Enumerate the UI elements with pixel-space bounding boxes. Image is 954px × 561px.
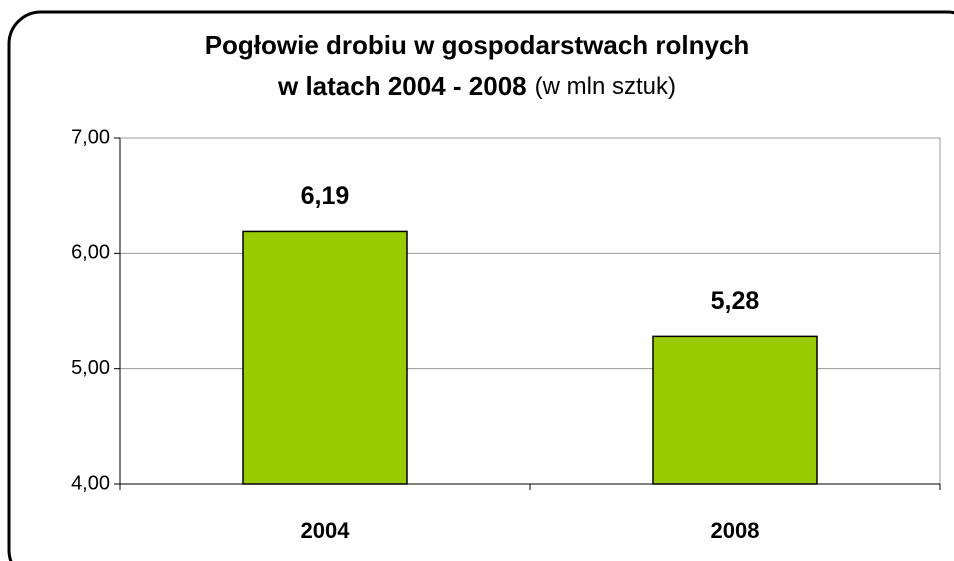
chart-frame (7, 10, 954, 561)
chart-title: w latach 2004 - 2008 (277, 71, 527, 101)
chart-subtitle: (w mln sztuk) (535, 73, 676, 100)
y-tick-label: 6,00 (71, 242, 110, 264)
y-tick-label: 5,00 (71, 357, 110, 379)
y-tick-label: 4,00 (71, 472, 110, 494)
bar (652, 335, 818, 485)
data-label: 6,19 (301, 182, 350, 210)
bar (242, 230, 408, 485)
y-tick-label: 7,00 (71, 126, 110, 148)
data-label: 5,28 (711, 287, 760, 315)
x-tick-label: 2008 (711, 518, 760, 543)
x-tick-label: 2004 (301, 518, 351, 543)
chart-title-line: w latach 2004 - 2008 (w mln sztuk) (277, 71, 676, 101)
chart-title: Pogłowie drobiu w gospodarstwach rolnych (205, 30, 750, 60)
